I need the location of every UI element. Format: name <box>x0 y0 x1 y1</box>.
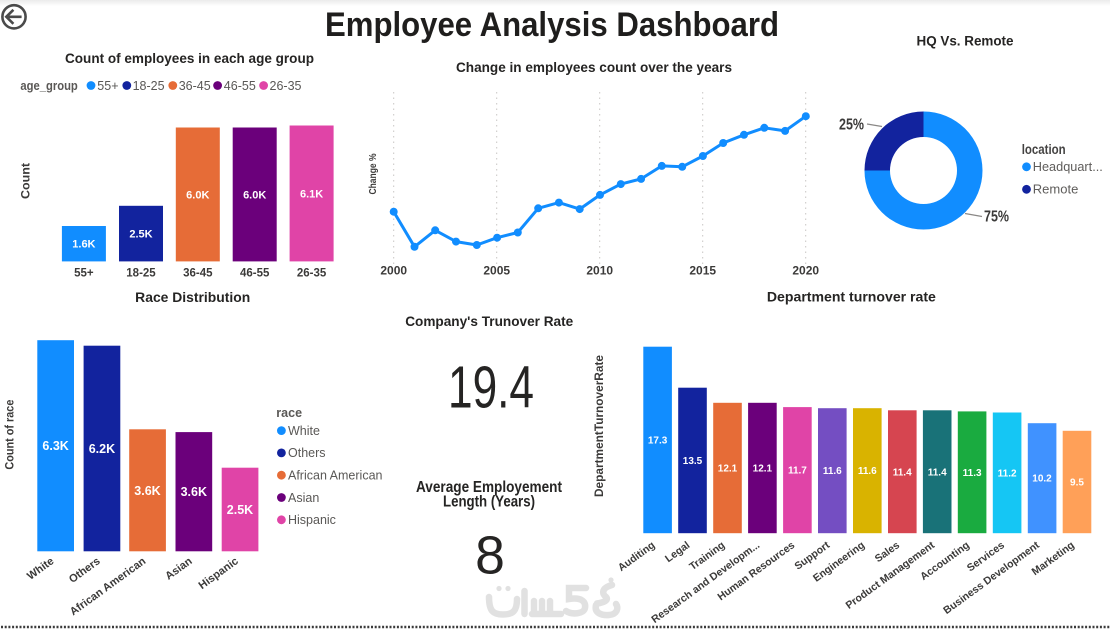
svg-text:12.1: 12.1 <box>718 464 738 475</box>
svg-text:18-25: 18-25 <box>133 79 165 93</box>
svg-text:8: 8 <box>475 527 505 586</box>
svg-text:11.6: 11.6 <box>823 466 842 477</box>
svg-text:9.5: 9.5 <box>1070 478 1084 489</box>
svg-text:10.2: 10.2 <box>1032 474 1052 485</box>
svg-text:11.4: 11.4 <box>893 467 912 478</box>
svg-text:11.2: 11.2 <box>998 468 1017 479</box>
svg-text:25%: 25% <box>839 117 864 134</box>
svg-text:Count of employees in each age: Count of employees in each age group <box>65 51 314 66</box>
svg-text:11.7: 11.7 <box>788 466 807 477</box>
svg-text:55+: 55+ <box>97 79 118 93</box>
svg-text:Change in employees count over: Change in employees count over the years <box>456 60 732 75</box>
svg-text:HQ Vs. Remote: HQ Vs. Remote <box>917 34 1014 49</box>
svg-text:Length (Years): Length (Years) <box>443 494 535 511</box>
svg-text:18-25: 18-25 <box>126 268 156 280</box>
svg-text:Count of race: Count of race <box>5 400 17 470</box>
svg-text:race: race <box>276 406 302 420</box>
svg-text:11.3: 11.3 <box>963 468 982 479</box>
svg-text:2000: 2000 <box>380 264 407 278</box>
svg-text:Average Employement: Average Employement <box>416 479 562 496</box>
svg-text:11.4: 11.4 <box>928 467 947 478</box>
svg-text:Change %: Change % <box>367 153 379 195</box>
svg-text:6.0K: 6.0K <box>243 189 266 201</box>
svg-text:13.5: 13.5 <box>683 456 703 467</box>
svg-text:46-55: 46-55 <box>240 268 270 280</box>
svg-text:Hispanic: Hispanic <box>288 513 336 527</box>
svg-text:17.3: 17.3 <box>648 436 668 447</box>
svg-text:2.5K: 2.5K <box>129 229 152 241</box>
svg-text:6.2K: 6.2K <box>89 442 115 456</box>
svg-text:age_group: age_group <box>20 79 78 93</box>
svg-text:Others: Others <box>288 446 326 460</box>
svg-text:55+: 55+ <box>74 268 94 280</box>
svg-text:26-35: 26-35 <box>297 268 327 280</box>
svg-text:36-45: 36-45 <box>179 79 211 93</box>
svg-text:11.6: 11.6 <box>858 466 877 477</box>
svg-text:75%: 75% <box>984 209 1009 226</box>
svg-text:Headquart...: Headquart... <box>1033 159 1103 174</box>
svg-text:Remote: Remote <box>1033 182 1079 197</box>
svg-text:6.0K: 6.0K <box>186 189 209 201</box>
svg-text:36-45: 36-45 <box>183 268 213 280</box>
svg-text:6.1K: 6.1K <box>300 188 323 200</box>
svg-text:6.3K: 6.3K <box>42 439 68 453</box>
svg-text:Asian: Asian <box>288 491 319 505</box>
svg-text:3.6K: 3.6K <box>134 484 160 498</box>
svg-text:African American: African American <box>288 469 383 483</box>
svg-text:DepartmentTurnoverRate: DepartmentTurnoverRate <box>594 355 606 497</box>
svg-text:46-55: 46-55 <box>224 79 256 93</box>
svg-text:1.6K: 1.6K <box>72 239 95 251</box>
svg-text:Count: Count <box>21 163 33 199</box>
svg-text:Company's Trunover Rate: Company's Trunover Rate <box>405 313 573 329</box>
svg-text:2015: 2015 <box>689 264 716 278</box>
svg-text:2.5K: 2.5K <box>227 503 253 517</box>
svg-text:3.6K: 3.6K <box>181 485 207 499</box>
svg-text:26-35: 26-35 <box>270 79 302 93</box>
svg-text:location: location <box>1022 142 1066 157</box>
svg-text:19.4: 19.4 <box>448 355 534 421</box>
svg-text:2020: 2020 <box>792 264 819 278</box>
svg-text:Employee Analysis Dashboard: Employee Analysis Dashboard <box>325 6 779 44</box>
svg-text:White: White <box>288 424 320 438</box>
svg-text:2005: 2005 <box>483 264 510 278</box>
svg-text:12.1: 12.1 <box>753 464 773 475</box>
svg-text:Race Distribution: Race Distribution <box>135 290 250 305</box>
svg-text:Department turnover rate: Department turnover rate <box>767 290 937 305</box>
svg-text:2010: 2010 <box>586 264 613 278</box>
